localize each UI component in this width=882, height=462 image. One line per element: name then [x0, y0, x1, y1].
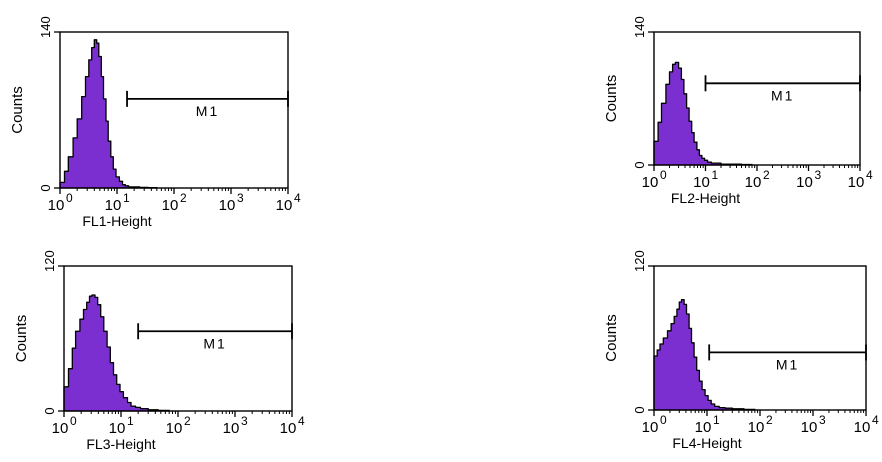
- y-axis-label: Counts: [603, 75, 620, 123]
- x-axis-label: FL4-Height: [672, 435, 741, 451]
- gate-marker-label: M1: [776, 356, 799, 372]
- x-tick-exponent: 4: [294, 191, 301, 205]
- y-tick-label: 0: [632, 161, 647, 168]
- x-tick-exponent: 2: [763, 168, 770, 182]
- gate-marker-label: M1: [196, 103, 219, 119]
- x-tick-exponent: 2: [184, 414, 191, 428]
- x-tick-label: 10: [801, 419, 818, 436]
- x-tick-exponent: 1: [127, 414, 134, 428]
- y-tick-label: 140: [632, 16, 647, 38]
- y-tick-label: 0: [632, 406, 647, 413]
- y-axis-label: Counts: [9, 86, 26, 134]
- x-axis-label: FL2-Height: [671, 190, 740, 206]
- x-tick-label: 10: [223, 420, 240, 437]
- x-axis-label: FL1-Height: [82, 213, 151, 229]
- x-axis-label: FL3-Height: [86, 436, 155, 452]
- x-tick-label: 10: [745, 174, 762, 191]
- y-axis-label: Counts: [603, 314, 620, 362]
- x-tick-exponent: 3: [237, 191, 244, 205]
- x-tick-label: 10: [848, 174, 865, 191]
- x-tick-label: 10: [695, 419, 712, 436]
- x-tick-label: 10: [748, 419, 765, 436]
- y-tick-label: 0: [38, 184, 53, 191]
- x-tick-exponent: 1: [123, 191, 130, 205]
- x-tick-label: 10: [642, 419, 659, 436]
- x-tick-exponent: 4: [872, 413, 879, 427]
- x-tick-exponent: 3: [819, 413, 826, 427]
- x-tick-exponent: 3: [815, 168, 822, 182]
- x-tick-label: 10: [52, 420, 69, 437]
- x-tick-exponent: 0: [660, 413, 667, 427]
- histogram-area: [63, 294, 170, 412]
- x-tick-label: 10: [642, 174, 659, 191]
- x-tick-exponent: 0: [660, 168, 667, 182]
- x-tick-label: 10: [109, 420, 126, 437]
- x-tick-exponent: 2: [180, 191, 187, 205]
- x-tick-exponent: 2: [766, 413, 773, 427]
- gate-marker-label: M1: [771, 87, 794, 103]
- histogram-area: [653, 61, 753, 166]
- x-tick-label: 10: [162, 197, 179, 214]
- x-tick-label: 10: [166, 420, 183, 437]
- x-tick-label: 10: [105, 197, 122, 214]
- y-tick-label: 0: [42, 407, 57, 414]
- x-tick-exponent: 0: [70, 414, 77, 428]
- histogram-area: [653, 298, 756, 411]
- x-tick-label: 10: [854, 419, 871, 436]
- y-tick-label: 120: [632, 250, 647, 272]
- x-tick-exponent: 3: [241, 414, 248, 428]
- x-tick-exponent: 4: [298, 414, 305, 428]
- x-tick-label: 10: [693, 174, 710, 191]
- x-tick-exponent: 1: [713, 413, 720, 427]
- gate-marker-label: M1: [203, 335, 226, 351]
- x-tick-label: 10: [219, 197, 236, 214]
- y-axis-label: Counts: [13, 315, 30, 363]
- y-tick-label: 120: [42, 250, 57, 272]
- x-tick-label: 10: [48, 197, 65, 214]
- y-tick-label: 140: [38, 16, 53, 38]
- x-tick-exponent: 0: [66, 191, 73, 205]
- x-tick-label: 10: [280, 420, 297, 437]
- x-tick-exponent: 1: [712, 168, 719, 182]
- histogram-area: [59, 39, 158, 189]
- x-tick-label: 10: [796, 174, 813, 191]
- x-tick-exponent: 4: [866, 168, 873, 182]
- x-tick-label: 10: [276, 197, 293, 214]
